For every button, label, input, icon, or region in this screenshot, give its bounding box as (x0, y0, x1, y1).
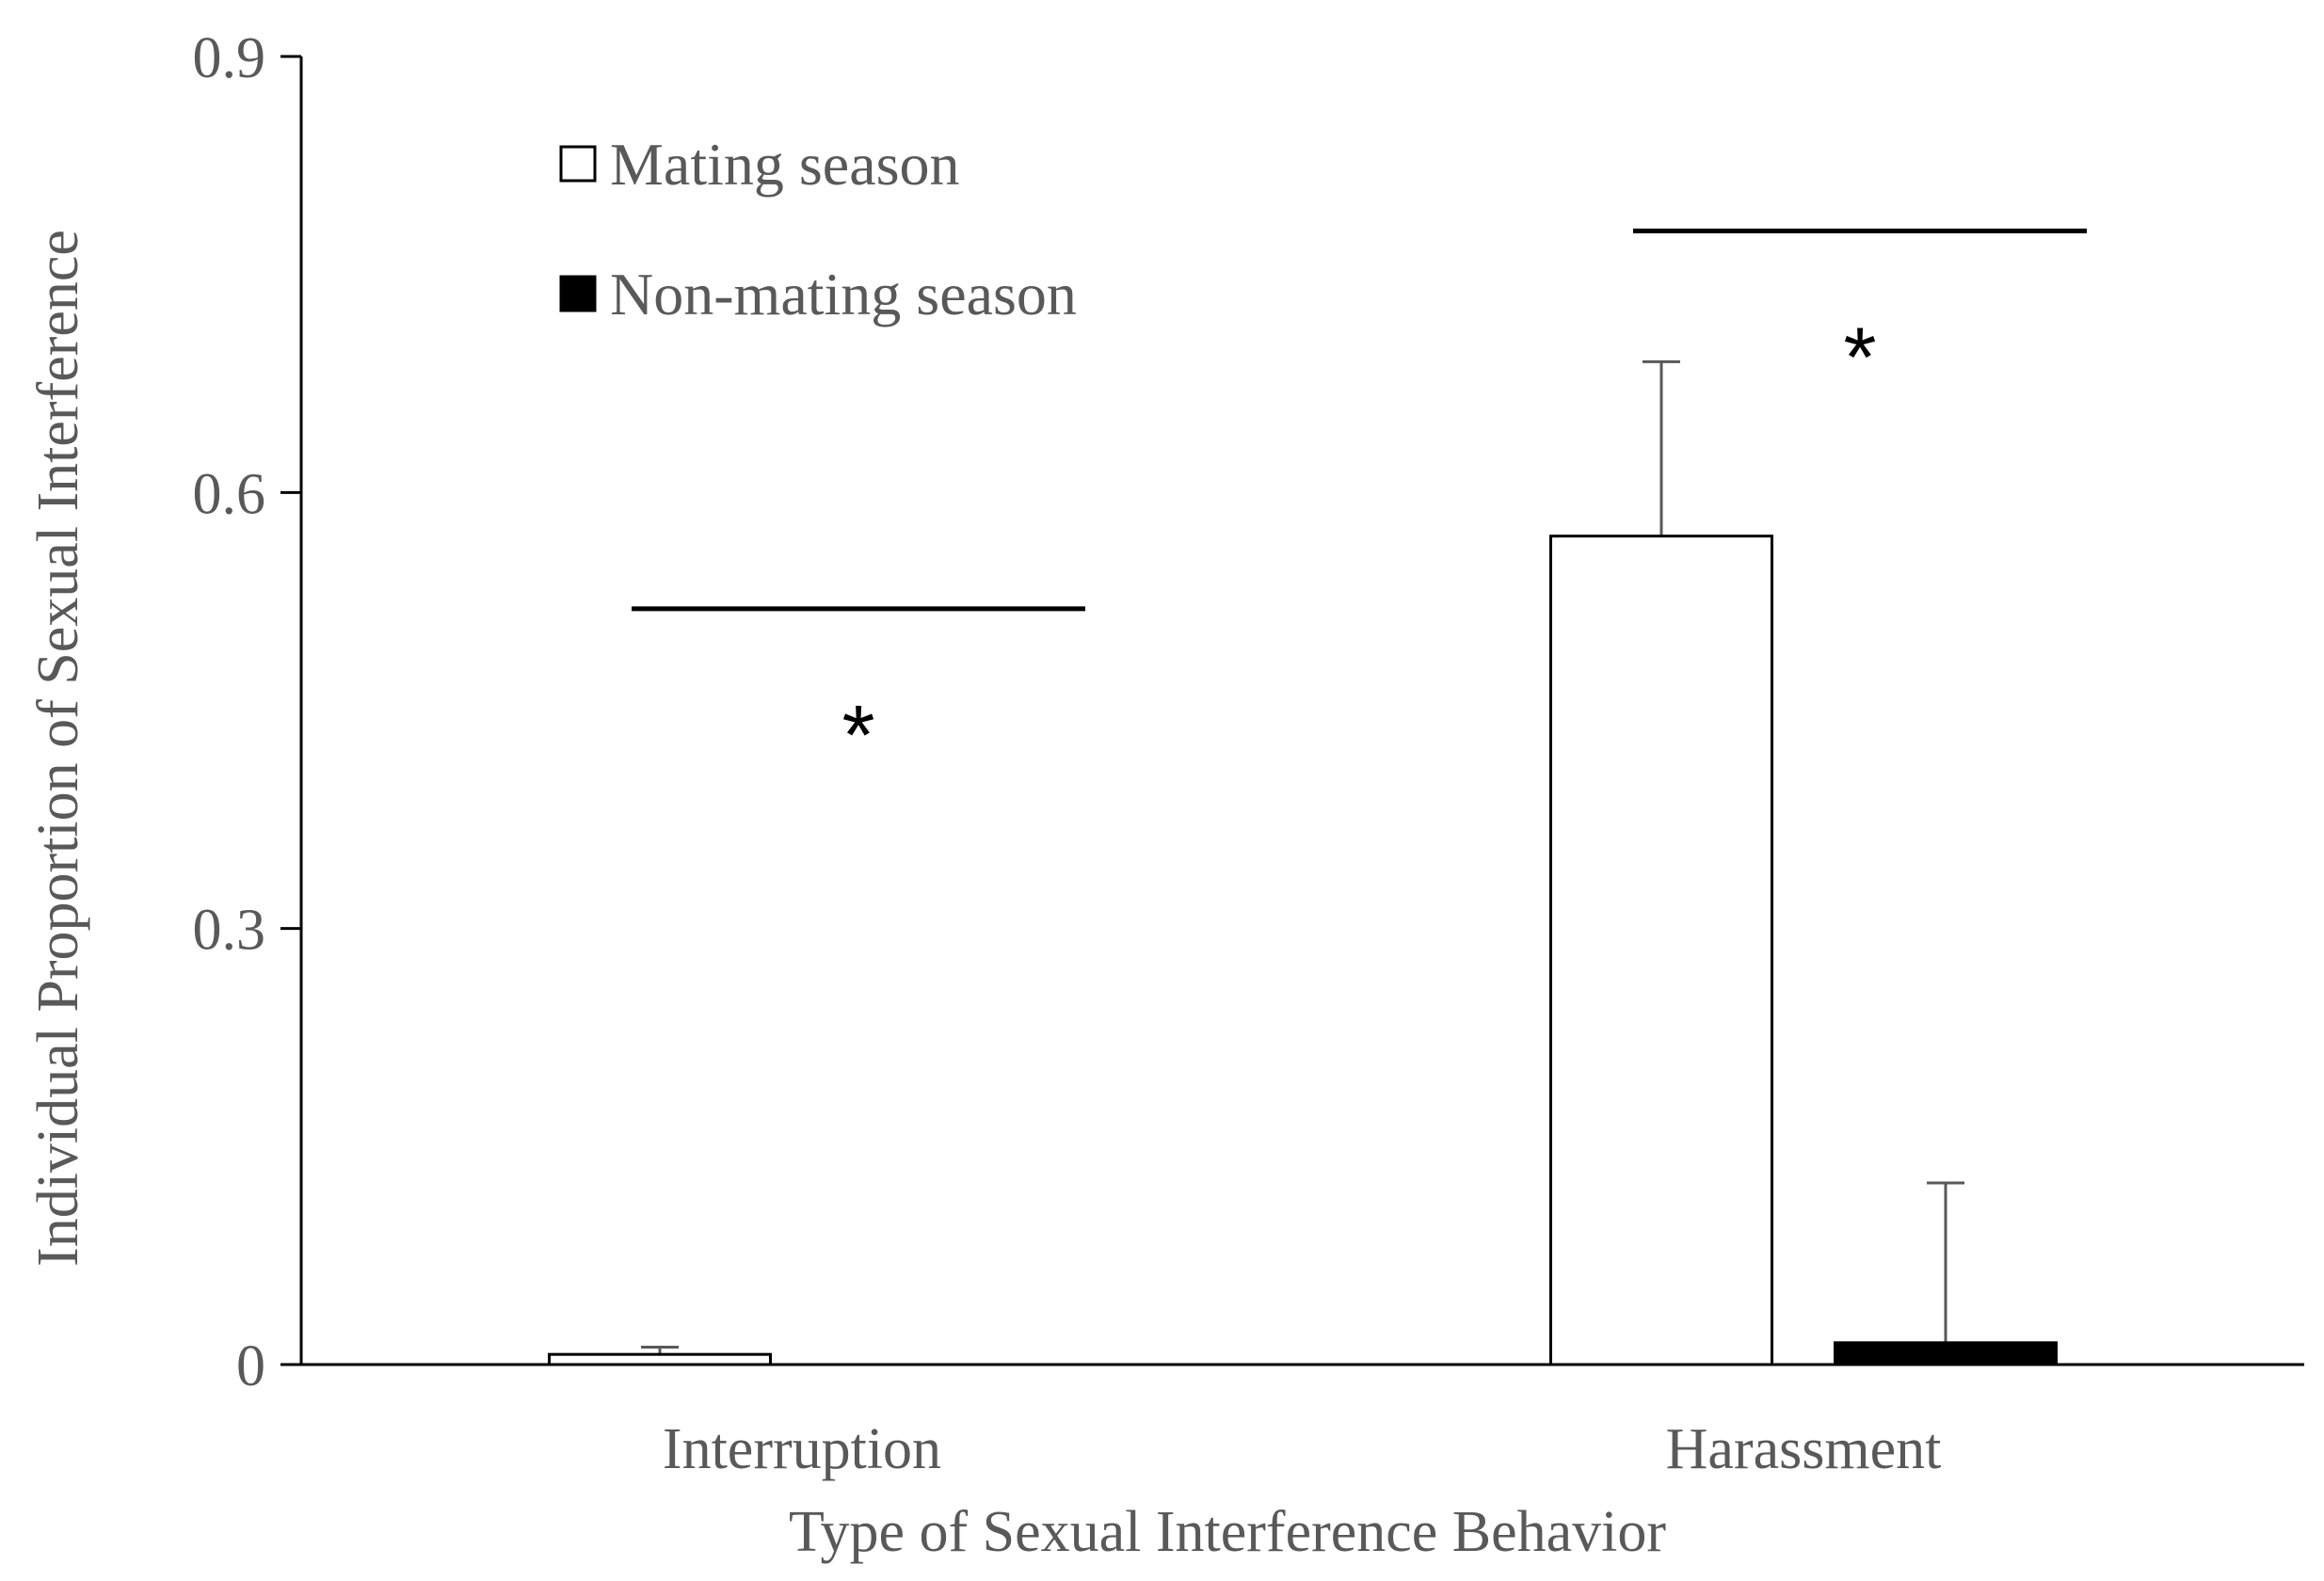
y-tick-label: 0.3 (193, 899, 266, 963)
x-category-label: Interruption (663, 1417, 941, 1481)
bar-mating (548, 1352, 772, 1366)
y-tick-label: 0 (236, 1334, 265, 1398)
y-axis-title: Individual Proportion of Sexual Interfer… (26, 230, 90, 1267)
legend-label: Non-mating season (610, 261, 1077, 327)
significance-star: * (1843, 311, 1876, 405)
significance-star: * (841, 689, 874, 783)
x-category-label: Harassment (1666, 1417, 1942, 1481)
category-labels: Interruption Harassment (663, 1417, 1941, 1481)
y-ticks: 0 0.3 0.6 0.9 (193, 26, 301, 1398)
y-tick-label: 0.9 (193, 26, 266, 90)
axes-layer (299, 56, 2304, 1366)
legend-swatch-mating (559, 145, 597, 183)
y-tick-label: 0.6 (193, 462, 266, 526)
significance-layer: ** (632, 228, 2087, 783)
bar-mating (1549, 535, 1773, 1366)
bars-layer (548, 359, 2058, 1366)
x-axis-title: Type of Sexual Interference Behavior (789, 1500, 1666, 1564)
legend-swatch-non-mating (559, 275, 597, 312)
legend-label: Mating season (610, 131, 960, 198)
legend: Mating season Non-mating season (559, 131, 1077, 327)
bar-non-mating (1834, 1341, 2058, 1366)
